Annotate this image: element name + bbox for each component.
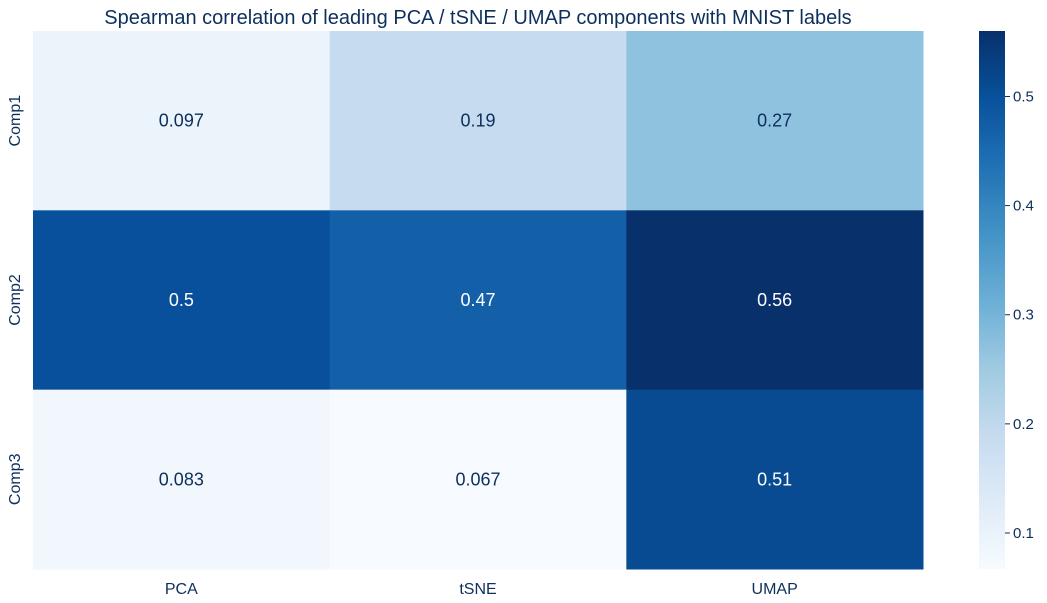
heatmap-cell xyxy=(329,389,627,570)
heatmap-cell xyxy=(626,210,924,391)
y-tick-label: Comp1 xyxy=(7,95,24,147)
heatmap-cell-label: 0.067 xyxy=(455,469,500,489)
heatmap-cell-label: 0.51 xyxy=(757,469,792,489)
heatmap-cell-label: 0.56 xyxy=(757,290,792,310)
x-tick-label: UMAP xyxy=(752,581,798,598)
heatmap-cell-label: 0.083 xyxy=(159,469,204,489)
colorbar-tick-label: 0.4 xyxy=(1013,198,1034,215)
heatmap-cell xyxy=(329,210,627,391)
heatmap-cell xyxy=(329,31,627,211)
heatmap-cell xyxy=(626,389,924,570)
heatmap-cell xyxy=(33,31,331,211)
colorbar-ticks: 0.1 0.2 0.3 0.4 0.5 xyxy=(1005,88,1034,542)
heatmap-cells xyxy=(33,31,924,570)
colorbar-tick-label: 0.2 xyxy=(1013,416,1034,433)
colorbar-tick-label: 0.1 xyxy=(1013,525,1034,542)
y-tick-label: Comp2 xyxy=(7,274,24,326)
x-axis-tick-labels: PCA tSNE UMAP xyxy=(165,581,798,598)
y-tick-label: Comp3 xyxy=(7,453,24,505)
colorbar: 0.1 0.2 0.3 0.4 0.5 xyxy=(979,31,1034,569)
heatmap-cell xyxy=(33,210,331,391)
colorbar-tick-label: 0.5 xyxy=(1013,88,1034,105)
heatmap-cell-label: 0.27 xyxy=(757,111,792,131)
x-tick-label: tSNE xyxy=(459,581,496,598)
y-axis-tick-labels: Comp1 Comp2 Comp3 xyxy=(7,95,24,505)
heatmap-cell-label: 0.47 xyxy=(460,290,495,310)
heatmap-cell-labels: 0.097 0.19 0.27 0.5 0.47 0.56 0.083 0.067 0.51 xyxy=(159,111,792,490)
heatmap-cell xyxy=(33,389,331,570)
heatmap-cell-label: 0.5 xyxy=(169,290,194,310)
colorbar-gradient xyxy=(979,31,1005,569)
heatmap-cell xyxy=(626,31,924,211)
x-tick-label: PCA xyxy=(165,581,198,598)
colorbar-tick-label: 0.3 xyxy=(1013,307,1034,324)
chart-title: Spearman correlation of leading PCA / tS… xyxy=(104,7,851,29)
heatmap-cell-label: 0.097 xyxy=(159,111,204,131)
heatmap-cell-label: 0.19 xyxy=(460,111,495,131)
